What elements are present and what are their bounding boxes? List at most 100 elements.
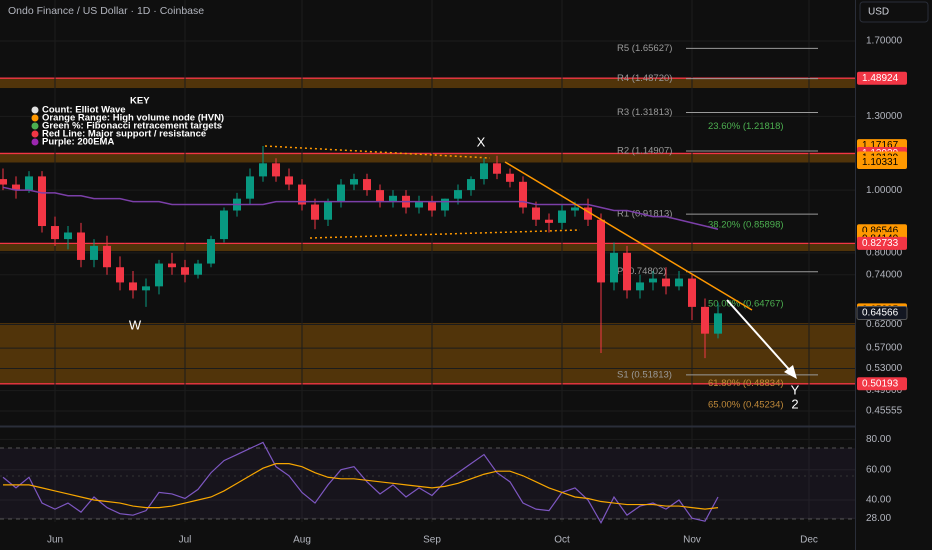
candle-body (38, 176, 46, 227)
candle-body (220, 210, 228, 240)
y-tick-label: 1.70000 (866, 36, 903, 47)
candle-body (597, 219, 605, 283)
candle-body (467, 179, 475, 191)
candle-body (181, 267, 189, 275)
candle-body (155, 263, 163, 287)
zones (0, 77, 855, 385)
price-label: 0.86546 (862, 225, 899, 236)
candle-body (454, 190, 462, 199)
triangle-bottom (309, 229, 581, 239)
candle-body (493, 163, 501, 174)
candle-body (64, 232, 72, 240)
candle-body (376, 190, 384, 202)
price-label-box (857, 236, 907, 250)
chart-title: Ondo Finance / US Dollar · 1D · Coinbase (8, 5, 204, 17)
price-label-box (857, 377, 907, 391)
candle-body (298, 184, 306, 205)
candle-body (12, 184, 20, 191)
candle-body (350, 179, 358, 185)
candle-body (584, 207, 592, 220)
key-dot (31, 122, 39, 130)
y-tick-label: 0.74000 (866, 269, 903, 280)
price-label-box (856, 306, 908, 321)
candle-body (441, 198, 449, 211)
candle-body (649, 278, 657, 283)
wave-label: X (477, 134, 486, 149)
hvn-zone (0, 243, 855, 252)
pivot-label: R5 (1.65627) (617, 43, 672, 54)
price-label-box (857, 71, 907, 85)
key-dot (31, 106, 39, 114)
y-tick-label: 28.00 (866, 513, 891, 524)
rsi-band (0, 448, 855, 519)
wave-label: 2 (791, 396, 798, 411)
price-label: 0.50193 (862, 378, 899, 389)
candle-body (25, 176, 33, 191)
candle-body (90, 245, 98, 260)
pivot-label: R3 (1.31813) (617, 107, 672, 118)
hvn-zone (0, 153, 855, 163)
pivot-label: P (0.74802) (617, 266, 666, 277)
currency-button[interactable] (859, 1, 929, 23)
y-tick-label: 80.00 (866, 434, 891, 445)
candle-body (636, 282, 644, 291)
y-tick-label: 0.53000 (866, 363, 903, 374)
price-label: 1.10331 (862, 157, 899, 168)
price-label: 1.48924 (862, 73, 899, 84)
y-tick-label: 0.62000 (866, 319, 903, 330)
candle-body (324, 201, 332, 220)
pivot-label: S1 (0.51813) (617, 369, 672, 380)
candle-body (168, 263, 176, 268)
trendline (504, 161, 753, 311)
x-tick-label: Jun (47, 535, 63, 546)
fib-label: 50.00% (0.64767) (708, 299, 784, 310)
candle-body (129, 282, 137, 291)
candle-body (207, 239, 215, 264)
candle-body (116, 267, 124, 283)
candle-body (142, 286, 150, 291)
x-tick-label: Dec (800, 535, 818, 546)
candle-body (0, 179, 7, 185)
key-item: Count: Elliot Wave (42, 105, 126, 116)
candle-body (662, 278, 670, 287)
x-tick-label: Jul (179, 535, 192, 546)
candle-body (415, 201, 423, 208)
key-item: Red Line: Major support / resistance (42, 129, 206, 140)
candle-body (545, 219, 553, 223)
candle-body (571, 207, 579, 211)
x-tick-label: Nov (683, 535, 701, 546)
candle-body (506, 173, 514, 182)
wave-label: Y (791, 382, 800, 397)
y-tick-label: 60.00 (866, 464, 891, 475)
projection-arrow (726, 299, 795, 376)
candle-body (480, 163, 488, 180)
y-tick-label: 0.57000 (866, 343, 903, 354)
hvn-zone (0, 323, 855, 384)
plot: R5 (1.65627) R4 (1.48720) R3 (1.31813) R2 (… (0, 43, 818, 525)
candle-body (701, 306, 709, 334)
candle-body (51, 226, 59, 240)
candle-body (285, 176, 293, 185)
candle-body (246, 176, 254, 199)
key-item: Purple: 200EMA (42, 137, 114, 148)
candle-body (363, 179, 371, 191)
candle-body (77, 232, 85, 260)
y-tick-label: 1.00000 (866, 185, 903, 196)
candle-body (272, 163, 280, 177)
price-label: 0.82733 (862, 238, 899, 249)
rsi-line (3, 463, 719, 510)
price-axis: 1.70000 1.30000 1.00000 0.80000 0.74000 0.620… (47, 36, 908, 546)
price-label-box (857, 155, 907, 169)
candle-body (311, 204, 319, 220)
candle-body (259, 163, 267, 177)
key-item: Orange Range: High volume node (HVN) (42, 113, 224, 124)
y-tick-label: 40.00 (866, 495, 891, 506)
hvn-zone (0, 78, 855, 89)
currency-label[interactable]: USD (868, 7, 889, 18)
x-tick-label: Oct (554, 535, 570, 546)
x-tick-label: Sep (423, 535, 441, 546)
candle-body (610, 252, 618, 283)
candle-body (558, 210, 566, 223)
